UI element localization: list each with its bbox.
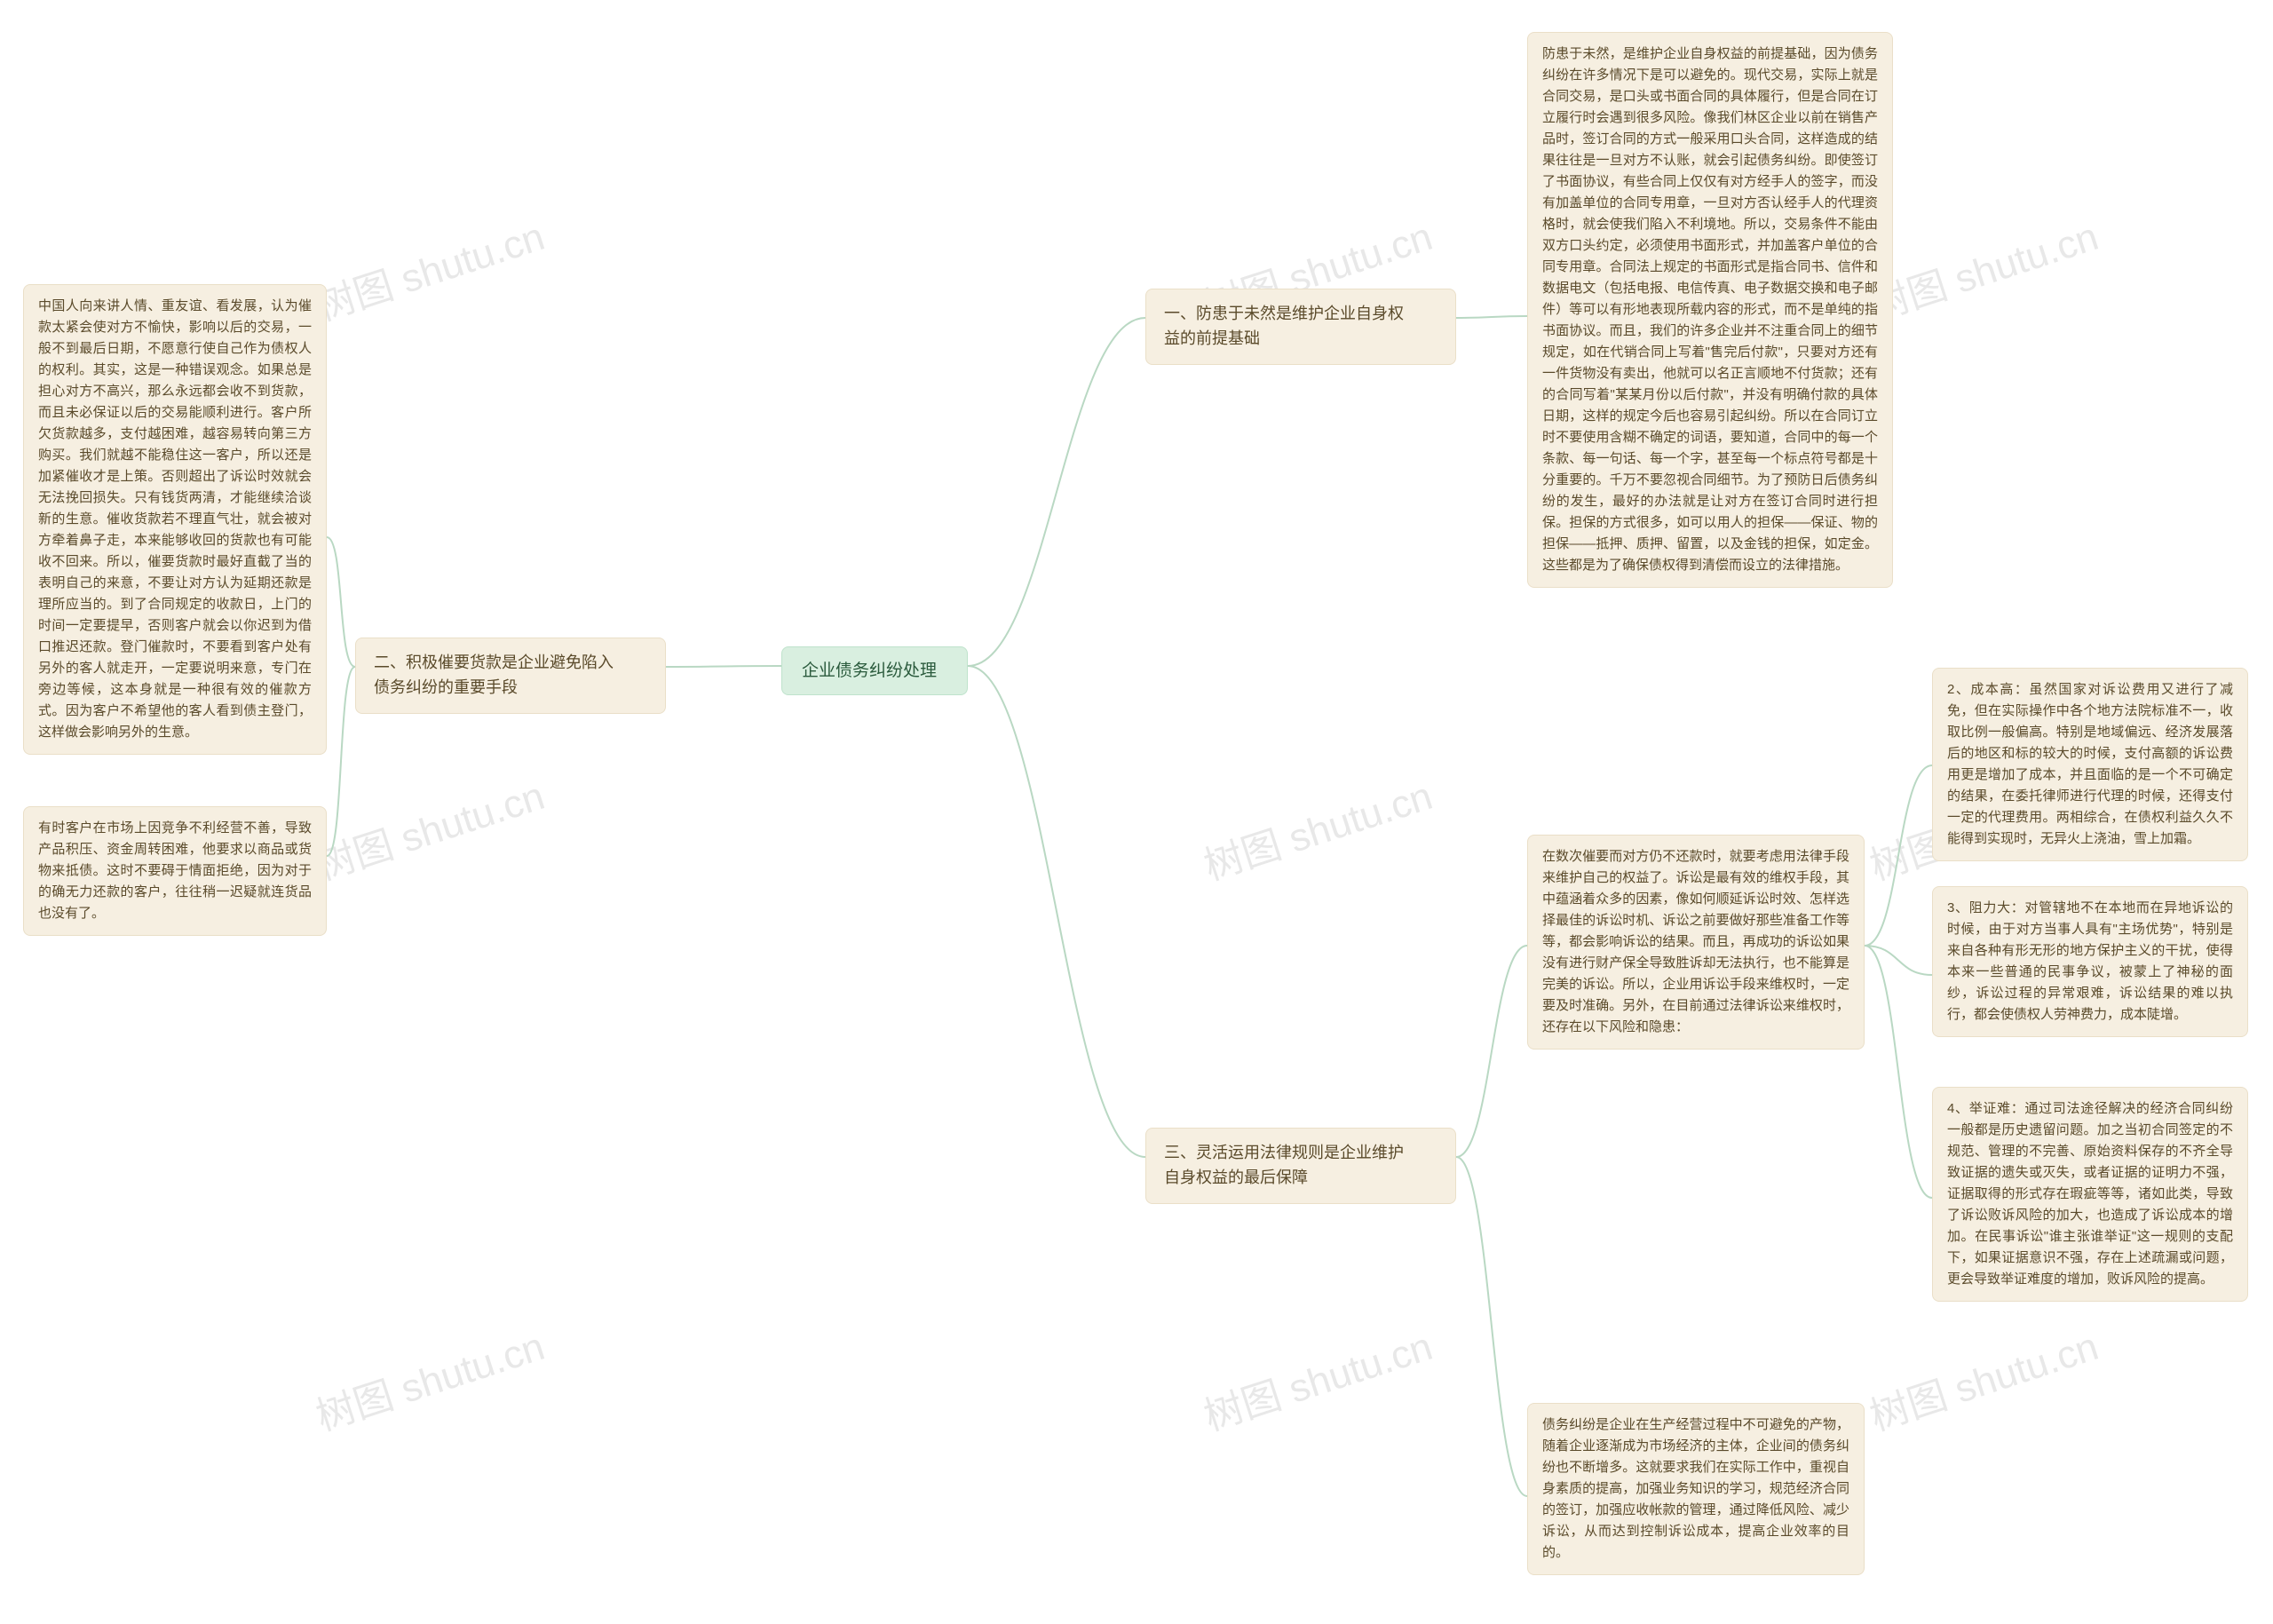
leaf-node[interactable]: 防患于未然，是维护企业自身权益的前提基础，因为债务纠纷在许多情况下是可以避免的。… bbox=[1527, 32, 1893, 588]
branch-node-1[interactable]: 一、防患于未然是维护企业自身权 益的前提基础 bbox=[1145, 289, 1456, 365]
branch-node-3[interactable]: 三、灵活运用法律规则是企业维护 自身权益的最后保障 bbox=[1145, 1128, 1456, 1204]
leaf-node[interactable]: 3、阻力大：对管辖地不在本地而在异地诉讼的时候，由于对方当事人具有"主场优势"，… bbox=[1932, 886, 2248, 1037]
leaf-node[interactable]: 在数次催要而对方仍不还款时，就要考虑用法律手段来维护自己的权益了。诉讼是最有效的… bbox=[1527, 835, 1865, 1050]
leaf-node[interactable]: 债务纠纷是企业在生产经营过程中不可避免的产物，随着企业逐渐成为市场经济的主体，企… bbox=[1527, 1403, 1865, 1575]
center-node[interactable]: 企业债务纠纷处理 bbox=[781, 646, 968, 695]
branch-node-2[interactable]: 二、积极催要货款是企业避免陷入 债务纠纷的重要手段 bbox=[355, 638, 666, 714]
leaf-node[interactable]: 有时客户在市场上因竞争不利经营不善，导致产品积压、资金周转困难，他要求以商品或货… bbox=[23, 806, 327, 936]
leaf-node[interactable]: 2、成本高：虽然国家对诉讼费用又进行了减免，但在实际操作中各个地方法院标准不一，… bbox=[1932, 668, 2248, 861]
leaf-node[interactable]: 4、举证难：通过司法途径解决的经济合同纠纷一般都是历史遗留问题。加之当初合同签定… bbox=[1932, 1087, 2248, 1302]
leaf-node[interactable]: 中国人向来讲人情、重友谊、看发展，认为催款太紧会使对方不愉快，影响以后的交易，一… bbox=[23, 284, 327, 755]
